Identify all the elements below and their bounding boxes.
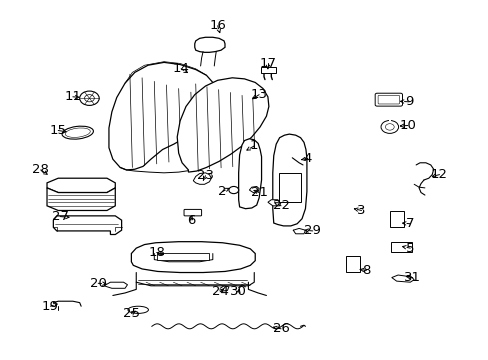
Text: 13: 13 [250, 88, 267, 101]
Text: 18: 18 [148, 246, 165, 259]
FancyBboxPatch shape [183, 210, 201, 216]
Text: 23: 23 [197, 169, 214, 182]
Text: 27: 27 [52, 210, 68, 223]
FancyBboxPatch shape [157, 253, 209, 260]
FancyBboxPatch shape [377, 95, 399, 104]
Polygon shape [47, 178, 115, 193]
Text: 7: 7 [405, 217, 414, 230]
Text: 26: 26 [272, 322, 289, 335]
Ellipse shape [128, 306, 148, 314]
Polygon shape [53, 216, 122, 234]
Circle shape [228, 186, 238, 194]
Polygon shape [391, 275, 413, 282]
Text: 19: 19 [42, 300, 59, 313]
FancyBboxPatch shape [261, 67, 275, 73]
Text: 4: 4 [303, 152, 311, 165]
Circle shape [385, 124, 393, 130]
Text: 8: 8 [362, 264, 370, 277]
Text: 24: 24 [211, 285, 228, 298]
Text: 21: 21 [250, 186, 267, 199]
Text: 17: 17 [259, 57, 276, 70]
Text: 16: 16 [209, 19, 225, 32]
FancyBboxPatch shape [374, 93, 402, 106]
Text: 22: 22 [272, 199, 289, 212]
Text: 30: 30 [230, 285, 246, 298]
Ellipse shape [65, 128, 90, 138]
Text: 14: 14 [172, 62, 189, 75]
Text: 25: 25 [122, 307, 140, 320]
Text: 5: 5 [405, 242, 414, 255]
Polygon shape [193, 173, 211, 184]
Text: 28: 28 [32, 163, 49, 176]
Text: 2: 2 [218, 185, 226, 198]
Text: 9: 9 [404, 95, 413, 108]
FancyBboxPatch shape [278, 173, 301, 202]
FancyBboxPatch shape [345, 256, 359, 272]
Polygon shape [177, 78, 268, 172]
Text: 10: 10 [399, 119, 415, 132]
Circle shape [80, 91, 99, 105]
FancyBboxPatch shape [389, 211, 403, 226]
Text: 1: 1 [249, 139, 258, 152]
Polygon shape [194, 37, 224, 52]
Polygon shape [267, 200, 281, 206]
Text: 6: 6 [186, 214, 195, 227]
Text: 29: 29 [304, 224, 321, 238]
Polygon shape [249, 186, 259, 193]
Circle shape [380, 121, 398, 134]
Text: 11: 11 [64, 90, 81, 103]
Text: 15: 15 [50, 124, 66, 137]
Polygon shape [109, 62, 216, 170]
Ellipse shape [62, 126, 93, 139]
Text: 31: 31 [404, 271, 420, 284]
Polygon shape [47, 188, 115, 211]
Polygon shape [104, 282, 127, 288]
Text: 20: 20 [90, 277, 106, 290]
Polygon shape [238, 139, 261, 209]
Circle shape [84, 95, 94, 102]
Polygon shape [131, 242, 255, 273]
Text: 3: 3 [357, 204, 365, 217]
Polygon shape [272, 134, 306, 226]
FancyBboxPatch shape [390, 242, 411, 252]
Text: 12: 12 [430, 168, 447, 181]
